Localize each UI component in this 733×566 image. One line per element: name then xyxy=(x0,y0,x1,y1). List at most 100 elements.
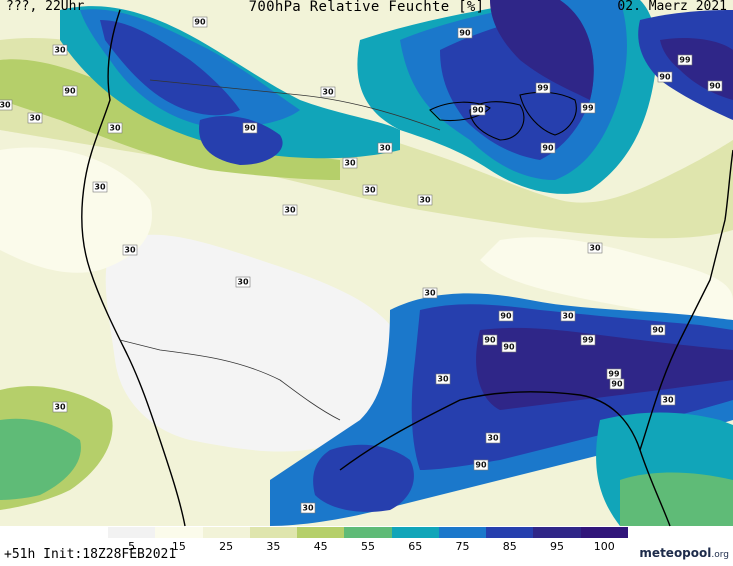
contour-label-box xyxy=(580,334,596,346)
legend-colorbar xyxy=(108,527,628,538)
dry-west-coast xyxy=(0,147,152,273)
contour-label: 30 xyxy=(364,186,376,195)
contour-label-box xyxy=(417,194,433,206)
contour-label-box xyxy=(457,27,473,39)
contour-label-box xyxy=(377,142,393,154)
contour-label: 90 xyxy=(611,380,623,389)
legend-color-swatch xyxy=(297,527,345,538)
gulf-moist-core xyxy=(313,444,414,512)
lake-michigan xyxy=(469,101,525,141)
contour-label-box xyxy=(422,287,438,299)
legend-color-swatch xyxy=(391,527,439,538)
legend-color-swatch xyxy=(533,527,581,538)
contour-label: 30 xyxy=(54,46,66,55)
southeast-core xyxy=(476,327,733,410)
contour-label: 30 xyxy=(237,278,249,287)
contour-label: 30 xyxy=(562,312,574,321)
contour-label-box xyxy=(657,71,673,83)
contour-label: 90 xyxy=(194,18,206,27)
canada-border xyxy=(149,79,441,131)
contour-label-box xyxy=(362,184,378,196)
contour-label: 30 xyxy=(54,403,66,412)
contour-label: 90 xyxy=(484,336,496,345)
contour-label: 90 xyxy=(459,29,471,38)
contour-label-box xyxy=(540,142,556,154)
contour-label-group: 90 90 90 90 99 90 90 30 30 30 30 30 30 30 30 30 30 30 30 30… xyxy=(0,16,723,514)
contour-label: 99 xyxy=(537,84,549,93)
lake-superior xyxy=(429,101,491,122)
contour-label: 99 xyxy=(679,56,691,65)
contour-label: 30 xyxy=(109,124,121,133)
contour-label: 90 xyxy=(503,343,515,352)
contour-label: 30 xyxy=(437,375,449,384)
contour-label: 90 xyxy=(64,87,76,96)
legend-color-swatch xyxy=(155,527,203,538)
color-legend: 5 15 25 35 45 55 65 75 85 95 100 xyxy=(108,527,628,557)
run-info: +51h Init:18Z28FEB2021 xyxy=(4,547,177,562)
legend-tick-label: 85 xyxy=(502,540,517,553)
mexico-border xyxy=(119,339,341,421)
contour-label: 30 xyxy=(29,114,41,123)
legend-color-swatch xyxy=(202,527,250,538)
contour-label-box xyxy=(92,181,108,193)
contour-label-box xyxy=(435,373,451,385)
contour-label-box xyxy=(660,394,676,406)
contour-label-box xyxy=(342,157,358,169)
contour-label: 90 xyxy=(542,144,554,153)
contour-label: 90 xyxy=(475,461,487,470)
green-teal-pacific xyxy=(0,418,81,500)
contour-label-box xyxy=(482,334,498,346)
contour-label-box xyxy=(122,244,138,256)
contour-label: 30 xyxy=(589,244,601,253)
gulf-coastline xyxy=(339,391,671,527)
legend-tick-label: 75 xyxy=(455,540,470,553)
pacific-coastline xyxy=(81,9,186,527)
atlantic-green xyxy=(620,472,733,526)
contour-label-box xyxy=(650,324,666,336)
brand-suffix: .org xyxy=(711,550,729,560)
legend-color-swatch xyxy=(580,527,628,538)
legend-color-swatch xyxy=(108,527,156,538)
contour-label-box xyxy=(52,401,68,413)
contour-label-box xyxy=(107,122,123,134)
map-title: 700hPa Relative Feuchte [%] xyxy=(248,0,485,15)
legend-color-swatch xyxy=(438,527,487,538)
contour-label-box xyxy=(707,80,723,92)
contour-label: 30 xyxy=(424,289,436,298)
contour-label: 90 xyxy=(709,82,721,91)
dry-interior xyxy=(105,234,406,452)
contour-label: 99 xyxy=(582,336,594,345)
legend-tick-label: 95 xyxy=(550,540,565,553)
lakes-core xyxy=(490,0,594,100)
contour-label-box xyxy=(485,432,501,444)
contour-label: 99 xyxy=(582,104,594,113)
legend-tick-label: 45 xyxy=(313,540,328,553)
contour-label-box xyxy=(300,502,316,514)
contour-label: 30 xyxy=(322,88,334,97)
contour-label: 30 xyxy=(0,101,11,110)
legend-tick-label: 35 xyxy=(266,540,281,553)
legend-tick-label: 55 xyxy=(360,540,375,553)
brand-name: meteopool xyxy=(639,546,712,560)
rockies-moist-core xyxy=(199,115,283,165)
contour-label: 90 xyxy=(244,124,256,133)
contour-label-box xyxy=(192,16,208,28)
valid-date: 02. Maerz 2021 xyxy=(617,0,727,14)
contour-label: 90 xyxy=(472,106,484,115)
contour-label-box xyxy=(501,341,517,353)
contour-label-box xyxy=(609,378,625,390)
legend-color-swatch xyxy=(249,527,298,538)
legend-color-swatch xyxy=(486,527,534,538)
contour-label: 30 xyxy=(419,196,431,205)
contour-label-box xyxy=(52,44,68,56)
contour-label: 30 xyxy=(379,144,391,153)
contour-label-box xyxy=(282,204,298,216)
legend-tick-label: 5 xyxy=(128,540,136,553)
contour-label: 90 xyxy=(659,73,671,82)
brand-logo[interactable]: meteopool.org xyxy=(639,546,729,562)
contour-label: 90 xyxy=(500,312,512,321)
contour-label-box xyxy=(560,310,576,322)
contour-label: 30 xyxy=(487,434,499,443)
contour-label: 30 xyxy=(94,183,106,192)
